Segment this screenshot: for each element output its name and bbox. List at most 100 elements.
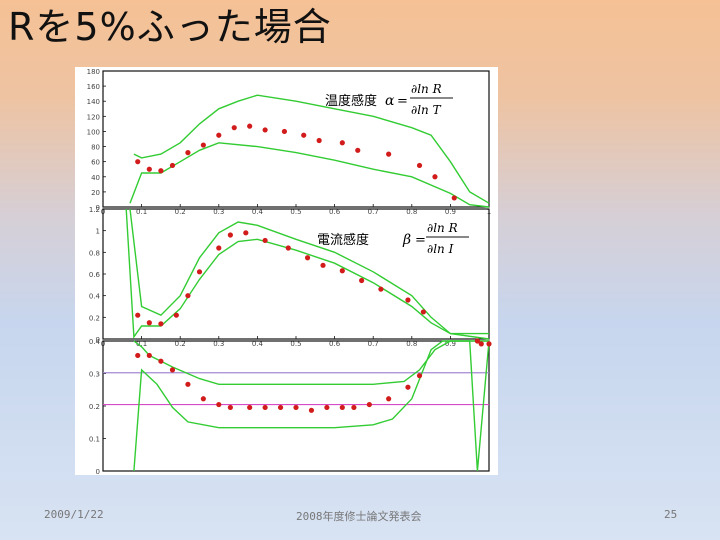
current-ytick-label: 0.4	[89, 293, 101, 301]
temperature-data-point	[135, 159, 141, 165]
current-xtick-label: 0.3	[213, 340, 224, 348]
temperature-ytick-label: 20	[91, 189, 100, 197]
temperature-upper-band-line	[133, 94, 490, 204]
temperature-xtick-label: 0.9	[445, 208, 456, 216]
temperature-ytick-label: 180	[87, 68, 100, 76]
current-data-point	[359, 277, 365, 284]
current-data-point	[216, 245, 222, 251]
bottom-data-point	[405, 384, 411, 390]
bottom-upper-band-line	[133, 340, 490, 472]
bottom-data-point	[351, 404, 357, 411]
slide-number: 25	[664, 508, 678, 521]
current-formula-denominator: ∂ln I	[427, 242, 454, 256]
bottom-data-point	[474, 338, 481, 344]
temperature-ytick-label: 120	[87, 113, 100, 121]
bottom-data-point	[277, 404, 284, 411]
bottom-data-point	[416, 373, 423, 379]
bottom-ytick-label: 0.1	[89, 436, 100, 444]
bottom-data-point	[293, 404, 299, 411]
current-data-point	[304, 255, 311, 261]
bottom-data-point	[478, 341, 484, 347]
temperature-data-point	[416, 162, 423, 169]
temperature-data-point	[200, 142, 206, 148]
bottom-ytick-label: 0.4	[89, 338, 101, 346]
current-data-point	[158, 321, 164, 327]
bottom-data-point	[386, 396, 392, 402]
temperature-data-point	[247, 123, 253, 129]
bottom-data-point	[366, 401, 372, 408]
bottom-data-point	[169, 367, 176, 373]
temperature-xtick-label: 0.4	[252, 208, 264, 216]
bottom-data-point	[146, 352, 152, 359]
bottom-data-point	[200, 396, 206, 402]
temperature-data-point	[339, 140, 345, 146]
temperature-data-point	[355, 147, 361, 153]
bottom-lower-band-line	[133, 340, 489, 472]
temperature-formula-numerator: ∂ln R	[411, 82, 442, 96]
bottom-data-point	[486, 341, 492, 347]
bottom-ytick-label: 0.3	[89, 371, 100, 379]
temperature-xtick-label: 0.7	[368, 208, 379, 216]
current-lower-band-line	[125, 208, 490, 340]
current-ytick-label: 1.2	[89, 206, 100, 214]
current-data-point	[243, 230, 249, 236]
temperature-xtick-label: 0.6	[329, 208, 341, 216]
temperature-data-point	[216, 132, 222, 138]
temperature-data-point	[158, 168, 164, 174]
current-data-point	[320, 262, 326, 268]
current-data-point	[196, 269, 203, 275]
current-ytick-label: 0	[96, 336, 100, 344]
current-data-point	[285, 245, 291, 251]
bottom-data-point	[308, 407, 315, 413]
temperature-ytick-label: 80	[91, 144, 100, 152]
current-xtick-label: 0.7	[368, 340, 379, 348]
current-data-point	[405, 297, 411, 303]
temperature-xtick-label: 0.8	[406, 208, 417, 216]
bottom-ytick-label: 0	[96, 468, 100, 475]
bottom-data-point	[216, 401, 222, 408]
current-data-point	[135, 312, 141, 318]
current-data-point	[146, 320, 152, 326]
bottom-data-point	[339, 404, 345, 411]
sensitivity-plot: 0 20 40 60 80 100 120 140 160 180 0 0.1 0.2 0.3 0.4 0.5…	[87, 68, 492, 475]
temperature-lower-band-line	[129, 142, 490, 208]
temperature-ytick-label: 0	[96, 204, 100, 212]
temperature-xtick-label: 0.5	[290, 208, 301, 216]
current-ytick-label: 0.6	[89, 271, 101, 279]
footer-event: 2008年度修士論文発表会	[296, 510, 422, 523]
current-ytick-label: 0.2	[89, 314, 100, 322]
current-formula-numerator: ∂ln R	[427, 221, 458, 235]
temperature-data-point	[231, 125, 237, 131]
current-formula: 電流感度 β = ∂ln R ∂ln I	[317, 221, 469, 256]
temperature-data-point	[281, 128, 288, 135]
temperature-ytick-label: 160	[87, 83, 100, 91]
current-data-point	[185, 293, 191, 299]
temperature-ytick-label: 140	[87, 98, 100, 106]
bottom-data-point	[135, 352, 141, 359]
footer-date: 2009/1/22	[44, 508, 104, 521]
current-xtick-label: 0.4	[252, 340, 264, 348]
bottom-data-point	[227, 404, 233, 411]
current-formula-symbol: β	[402, 232, 411, 248]
current-xtick-label: 0.6	[329, 340, 341, 348]
temperature-formula: 温度感度 α = ∂ln R ∂ln T	[325, 82, 453, 117]
temperature-data-point	[386, 151, 392, 157]
temperature-data-point	[169, 162, 176, 169]
temperature-formula-symbol: α	[385, 93, 395, 109]
current-xtick-label: 0.5	[290, 340, 301, 348]
temperature-data-point	[262, 127, 268, 133]
current-data-point	[227, 232, 233, 238]
temperature-formula-label: 温度感度	[325, 93, 377, 109]
current-xtick-label: 0.2	[175, 340, 186, 348]
current-xtick-label: 0.9	[445, 340, 456, 348]
temperature-data-point	[301, 132, 307, 138]
temperature-ytick-label: 60	[91, 159, 100, 167]
current-data-point	[420, 309, 426, 315]
sensitivity-figure: 0 20 40 60 80 100 120 140 160 180 0 0.1 0.2 0.3 0.4 0.5…	[75, 67, 498, 475]
current-ytick-label: 1	[96, 228, 100, 236]
current-data-point	[173, 312, 179, 318]
temperature-formula-equals: =	[397, 94, 408, 109]
bottom-data-point	[158, 358, 164, 364]
temperature-formula-denominator: ∂ln T	[411, 103, 442, 117]
